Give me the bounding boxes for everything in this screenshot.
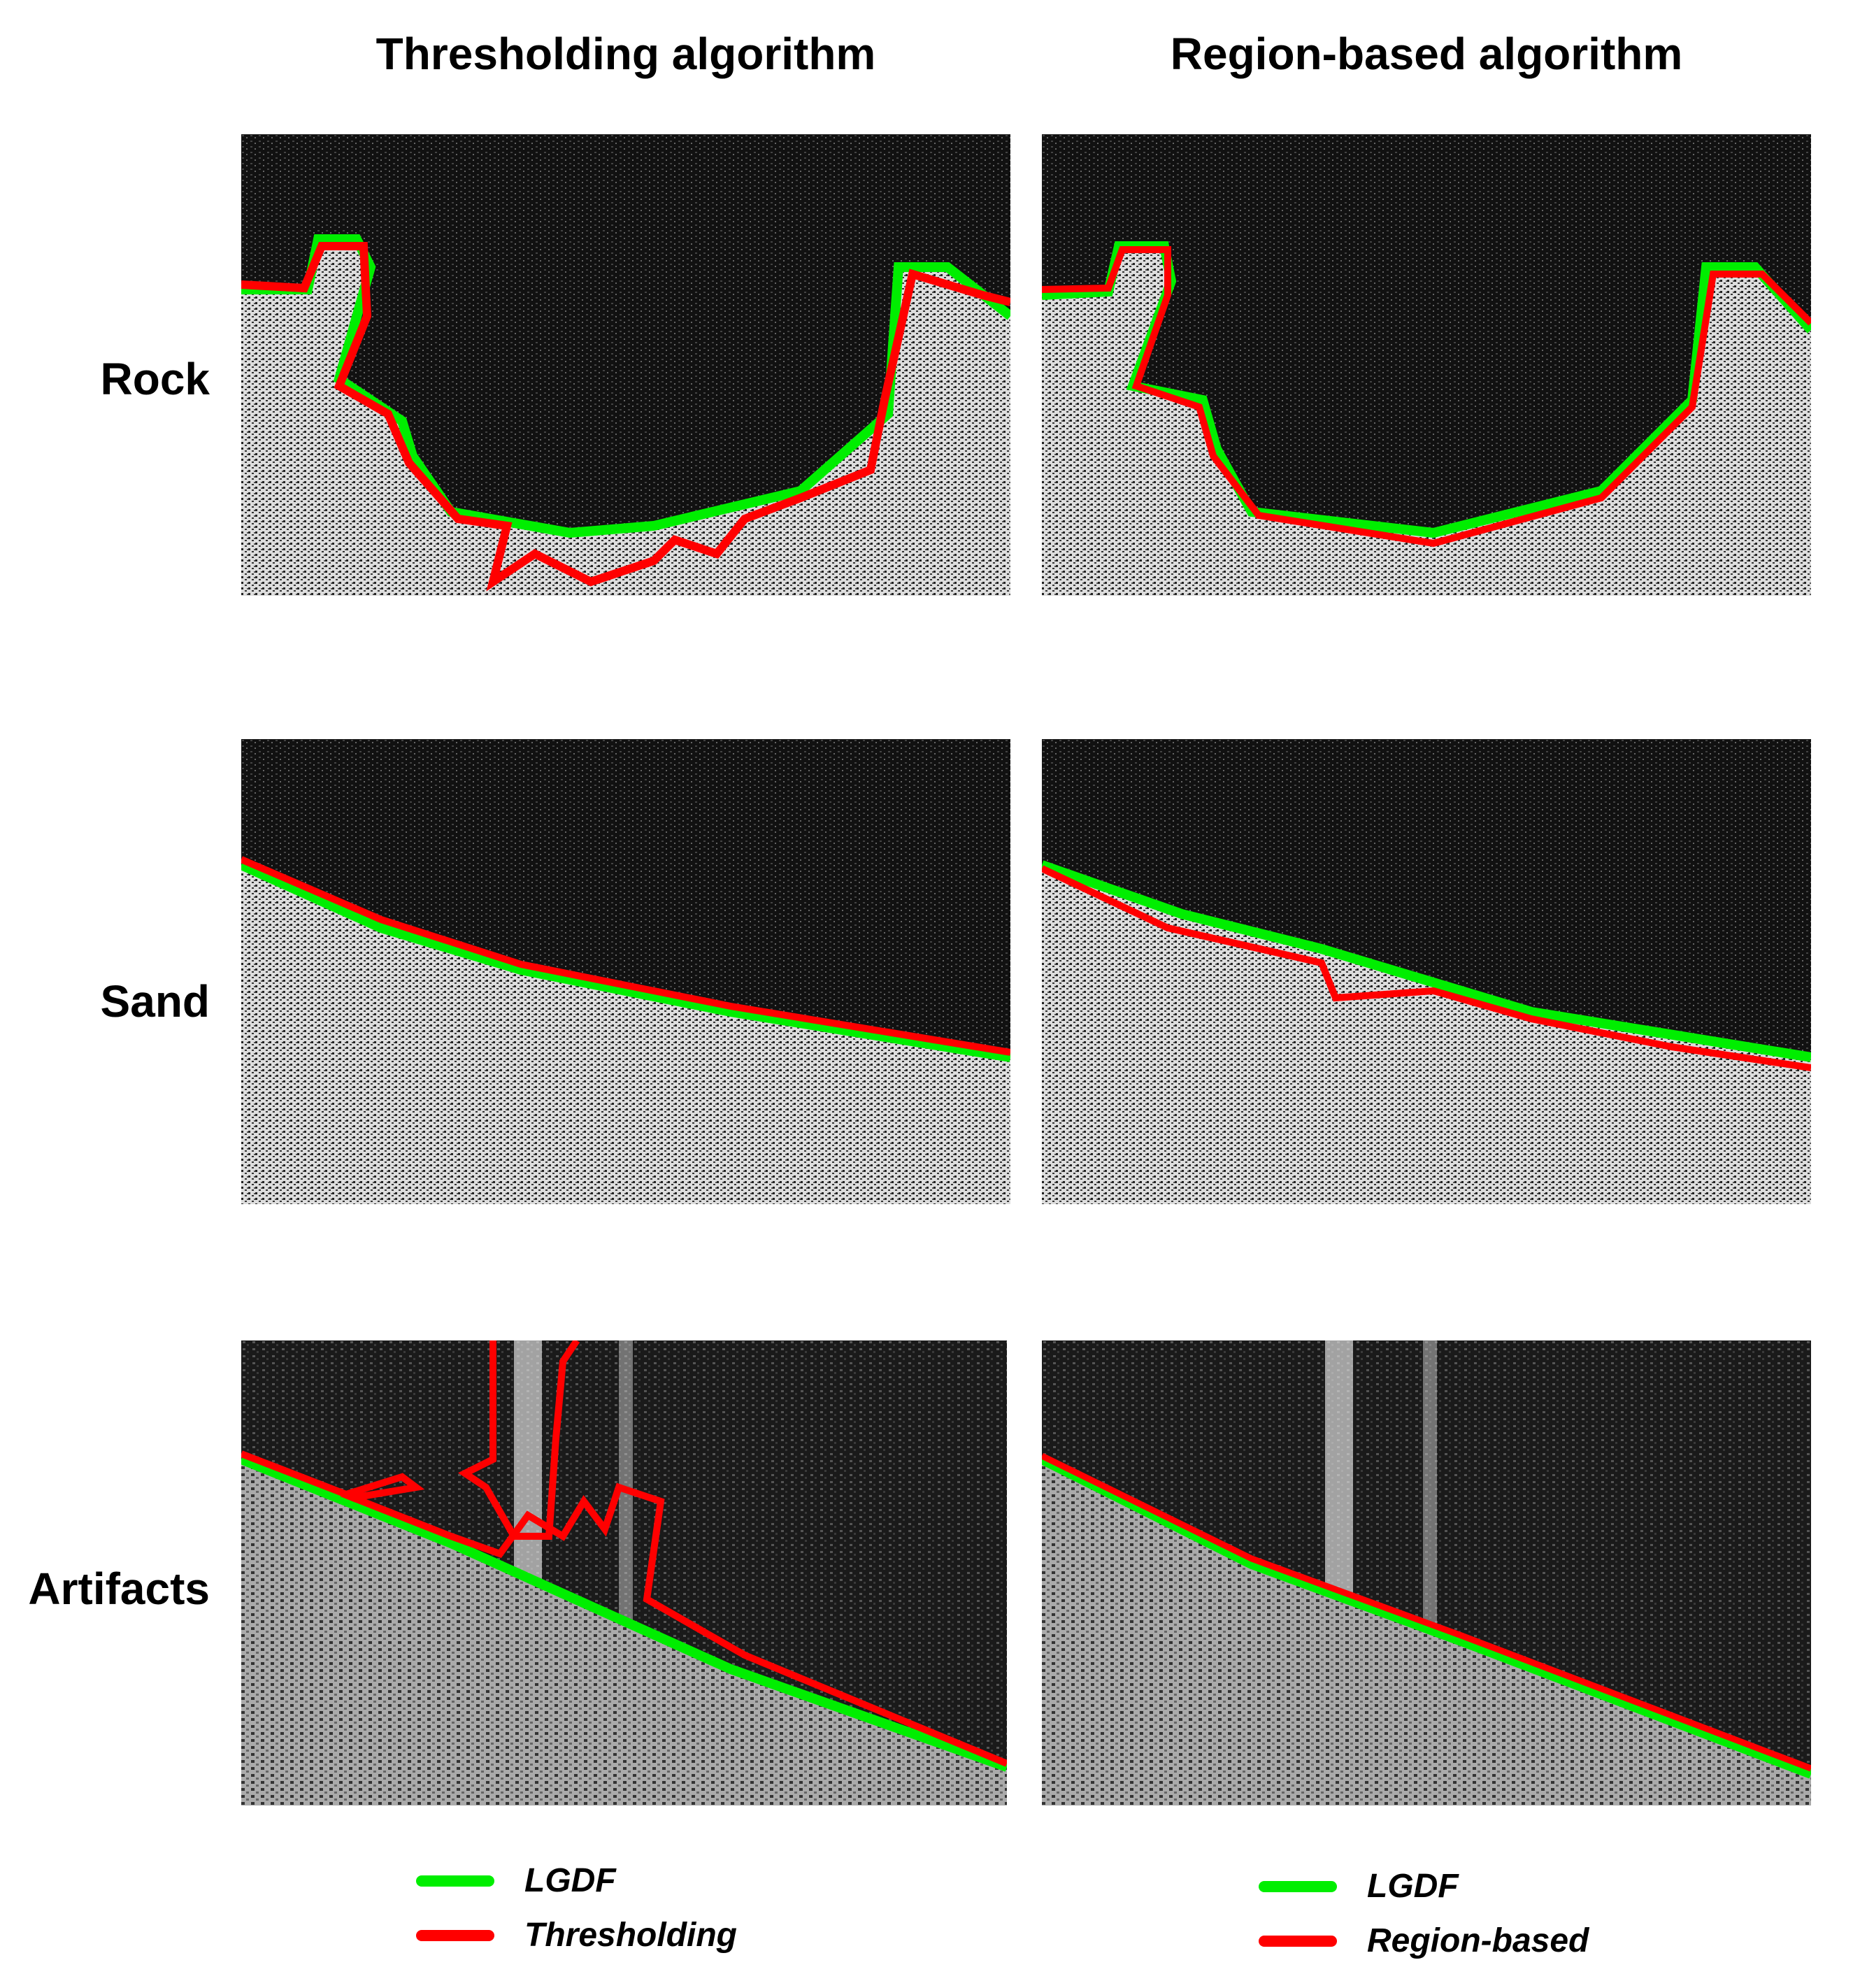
panel-sand-region-based [1042, 739, 1811, 1204]
legend-label-lgdf: LGDF [1367, 1868, 1459, 1905]
column-title-thresholding: Thresholding algorithm [375, 29, 876, 79]
legend-item-region-based: Region-based [1259, 1920, 1678, 1962]
legend-label-lgdf: LGDF [524, 1862, 616, 1899]
panel-artifacts-region-based [1042, 1340, 1811, 1805]
legend-line-lgdf [1259, 1881, 1337, 1892]
panel-rock-region-based [1042, 134, 1811, 596]
legend-line-thresholding [416, 1930, 494, 1941]
legend-label-region-based: Region-based [1367, 1922, 1589, 1959]
panel-artifacts-thresholding [241, 1340, 1007, 1805]
row-label-sand: Sand [100, 976, 210, 1027]
panel-sand-thresholding [241, 739, 1010, 1204]
row-label-rock: Rock [100, 354, 210, 404]
column-title-region-based: Region-based algorithm [1170, 29, 1683, 79]
legend-line-region-based [1259, 1936, 1337, 1947]
panel-rock-thresholding [241, 134, 1010, 596]
legend-item-lgdf: LGDF [1259, 1866, 1678, 1908]
legend-item-thresholding: Thresholding [416, 1915, 836, 1957]
legend-label-thresholding: Thresholding [524, 1917, 737, 1954]
row-label-artifacts: Artifacts [28, 1564, 210, 1614]
legend-line-lgdf [416, 1875, 494, 1887]
legend-item-lgdf: LGDF [416, 1860, 836, 1902]
